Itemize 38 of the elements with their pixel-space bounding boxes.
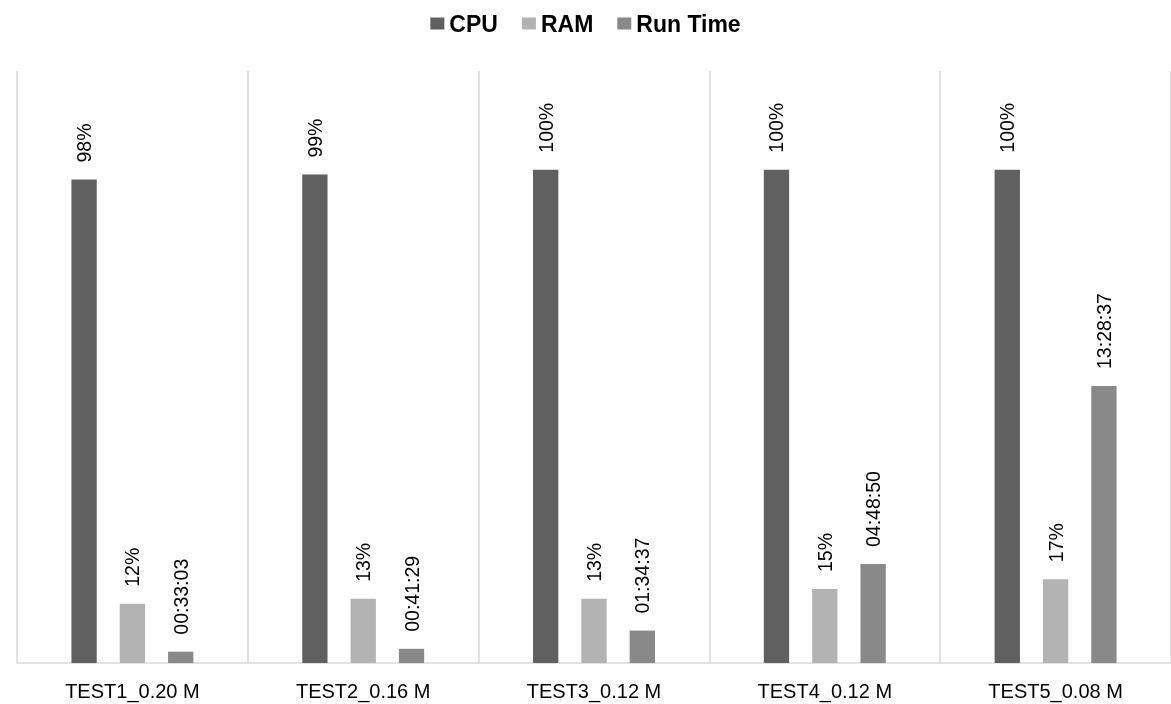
data-label: 98% (73, 123, 96, 163)
data-label: 04:48:50 (862, 470, 885, 548)
bar (71, 179, 97, 663)
x-tick-label: TEST5_0.08 M (988, 680, 1123, 703)
bar (168, 651, 194, 663)
bar (1042, 579, 1069, 663)
legend-label: RAM (540, 10, 594, 37)
bar (350, 598, 376, 663)
bar (1091, 385, 1117, 663)
bar (629, 630, 655, 663)
bar (398, 648, 425, 663)
legend-label: Run Time (636, 10, 741, 37)
data-label: 100% (996, 102, 1019, 153)
bar (860, 564, 886, 663)
data-label: 13:28:37 (1092, 293, 1115, 369)
data-label: 17% (1044, 523, 1067, 563)
x-tick-label: TEST2_0.16 M (295, 680, 431, 703)
x-tick-label: TEST3_0.12 M (526, 680, 662, 703)
data-label: 100% (765, 102, 788, 153)
legend-label: CPU (449, 10, 498, 37)
bar (119, 603, 146, 663)
bar (994, 169, 1020, 663)
data-label: 12% (121, 547, 144, 587)
x-tick-label: TEST1_0.20 M (65, 680, 200, 703)
data-label: 99% (303, 118, 326, 158)
data-label: 100% (534, 102, 557, 153)
bar (763, 169, 790, 663)
x-tick-label: TEST4_0.12 M (757, 680, 893, 703)
bar (533, 169, 559, 663)
data-label: 13% (583, 542, 605, 582)
data-label: 15% (813, 532, 836, 572)
data-label: 13% (352, 542, 375, 582)
bar (302, 174, 328, 663)
data-label: 01:34:37 (631, 537, 654, 614)
bar (581, 598, 607, 663)
data-label: 00:33:03 (169, 558, 192, 635)
data-label: 00:41:29 (400, 555, 423, 632)
bar (812, 589, 838, 663)
